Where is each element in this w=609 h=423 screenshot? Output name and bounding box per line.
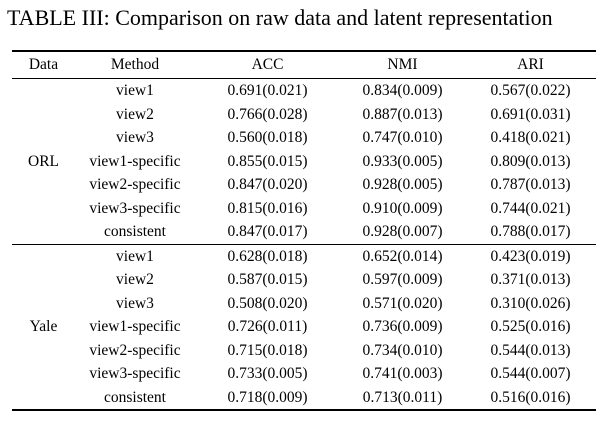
header-row: Data Method ACC NMI ARI <box>12 51 596 79</box>
ari-cell: 0.691(0.031) <box>490 105 571 123</box>
nmi-cell: 0.713(0.011) <box>362 388 443 406</box>
table-row: view3 0.508(0.020) 0.571(0.020) 0.310(0.026… <box>12 292 596 316</box>
table-row: view2-specific 0.715(0.018) 0.734(0.010) 0.… <box>12 339 596 363</box>
table-group: ORL view1 0.691(0.021) 0.834(0.009) 0.567(0.… <box>12 79 596 245</box>
table-row: view1-specific 0.855(0.015) 0.933(0.005) 0.… <box>12 150 596 174</box>
method-cell: view1 <box>116 82 154 99</box>
method-cell: view2-specific <box>89 341 181 359</box>
method-cell: consistent <box>104 388 166 406</box>
nmi-cell: 0.741(0.003) <box>362 365 443 382</box>
column-header-ari: ARI <box>465 51 596 79</box>
acc-cell: 0.726(0.011) <box>227 318 308 335</box>
nmi-cell: 0.747(0.010) <box>362 129 443 146</box>
nmi-cell: 0.571(0.020) <box>362 294 443 312</box>
method-cell: view2-specific <box>89 176 181 193</box>
table-row: consistent 0.718(0.009) 0.713(0.011) 0.516(… <box>12 386 596 411</box>
acc-cell: 0.847(0.017) <box>227 223 308 240</box>
acc-cell: 0.815(0.016) <box>227 199 308 217</box>
method-cell: view3-specific <box>89 199 181 217</box>
method-cell: view3 <box>116 129 154 146</box>
method-cell: view2 <box>116 105 154 123</box>
table-row: view3-specific 0.815(0.016) 0.910(0.009) 0.… <box>12 197 596 221</box>
method-cell: view1-specific <box>89 152 181 170</box>
ari-cell: 0.567(0.022) <box>490 82 571 99</box>
table-row: view1-specific 0.726(0.011) 0.736(0.009) 0.… <box>12 315 596 339</box>
dataset-label: Yale <box>12 243 75 410</box>
acc-cell: 0.628(0.018) <box>195 243 340 268</box>
acc-cell: 0.766(0.028) <box>227 105 308 123</box>
nmi-cell: 0.910(0.009) <box>362 199 443 217</box>
acc-cell: 0.508(0.020) <box>227 294 308 312</box>
column-header-data: Data <box>12 51 75 79</box>
ari-cell: 0.418(0.021) <box>490 129 571 146</box>
table-header: Data Method ACC NMI ARI <box>12 51 596 79</box>
nmi-cell: 0.834(0.009) <box>362 82 443 99</box>
ari-cell: 0.310(0.026) <box>490 294 571 312</box>
acc-cell: 0.691(0.021) <box>227 82 308 99</box>
acc-cell: 0.733(0.005) <box>227 365 308 382</box>
acc-cell: 0.718(0.009) <box>227 388 308 406</box>
table-group: Yale view1 0.628(0.018) 0.652(0.014) 0.423(0… <box>12 243 596 411</box>
ari-cell: 0.744(0.021) <box>490 199 571 217</box>
ari-cell: 0.787(0.013) <box>490 176 571 193</box>
nmi-cell: 0.736(0.009) <box>362 318 443 335</box>
method-cell: view3-specific <box>89 365 181 382</box>
table-row: view2 0.766(0.028) 0.887(0.013) 0.691(0.031… <box>12 103 596 127</box>
nmi-cell: 0.928(0.007) <box>362 223 443 240</box>
table-caption: TABLE III: Comparison on raw data and la… <box>7 5 553 30</box>
ari-cell: 0.516(0.016) <box>490 388 571 406</box>
ari-cell: 0.544(0.013) <box>490 341 571 359</box>
ari-cell: 0.371(0.013) <box>490 271 571 288</box>
table-row: view2-specific 0.847(0.020) 0.928(0.005) 0.… <box>12 173 596 197</box>
ari-cell: 0.525(0.016) <box>490 318 571 335</box>
nmi-cell: 0.887(0.013) <box>362 105 443 123</box>
acc-cell: 0.560(0.018) <box>227 129 308 146</box>
acc-cell: 0.855(0.015) <box>227 152 308 170</box>
nmi-cell: 0.652(0.014) <box>340 243 465 268</box>
table-row: Yale view1 0.628(0.018) 0.652(0.014) 0.423(0… <box>12 243 596 410</box>
table-row: view3 0.560(0.018) 0.747(0.010) 0.418(0.021… <box>12 126 596 150</box>
ari-cell: 0.423(0.019) <box>465 243 596 268</box>
nmi-cell: 0.933(0.005) <box>362 152 443 170</box>
table-row: ORL view1 0.691(0.021) 0.834(0.009) 0.567(0.… <box>12 79 596 169</box>
comparison-table: Data Method ACC NMI ARI ORL view1 0.691(0.… <box>12 50 596 411</box>
column-header-acc: ACC <box>195 51 340 79</box>
column-header-nmi: NMI <box>340 51 465 79</box>
column-header-method: Method <box>75 51 195 79</box>
acc-cell: 0.587(0.015) <box>227 271 308 288</box>
ari-cell: 0.788(0.017) <box>490 223 571 240</box>
acc-cell: 0.715(0.018) <box>227 341 308 359</box>
table-row: consistent 0.847(0.017) 0.928(0.007) 0.788(… <box>12 220 596 244</box>
dataset-label: ORL <box>28 152 59 170</box>
method-cell: consistent <box>104 223 166 240</box>
method-cell: view1 <box>75 243 195 268</box>
nmi-cell: 0.734(0.010) <box>362 341 443 359</box>
method-cell: view1-specific <box>89 318 181 335</box>
method-cell: view2 <box>116 271 154 288</box>
table-row: view3-specific 0.733(0.005) 0.741(0.003) 0.… <box>12 362 596 386</box>
nmi-cell: 0.597(0.009) <box>362 271 443 288</box>
ari-cell: 0.544(0.007) <box>490 365 571 382</box>
nmi-cell: 0.928(0.005) <box>362 176 443 193</box>
method-cell: view3 <box>116 294 154 312</box>
ari-cell: 0.809(0.013) <box>490 152 571 170</box>
table-row: view2 0.587(0.015) 0.597(0.009) 0.371(0.013… <box>12 268 596 292</box>
acc-cell: 0.847(0.020) <box>227 176 308 193</box>
